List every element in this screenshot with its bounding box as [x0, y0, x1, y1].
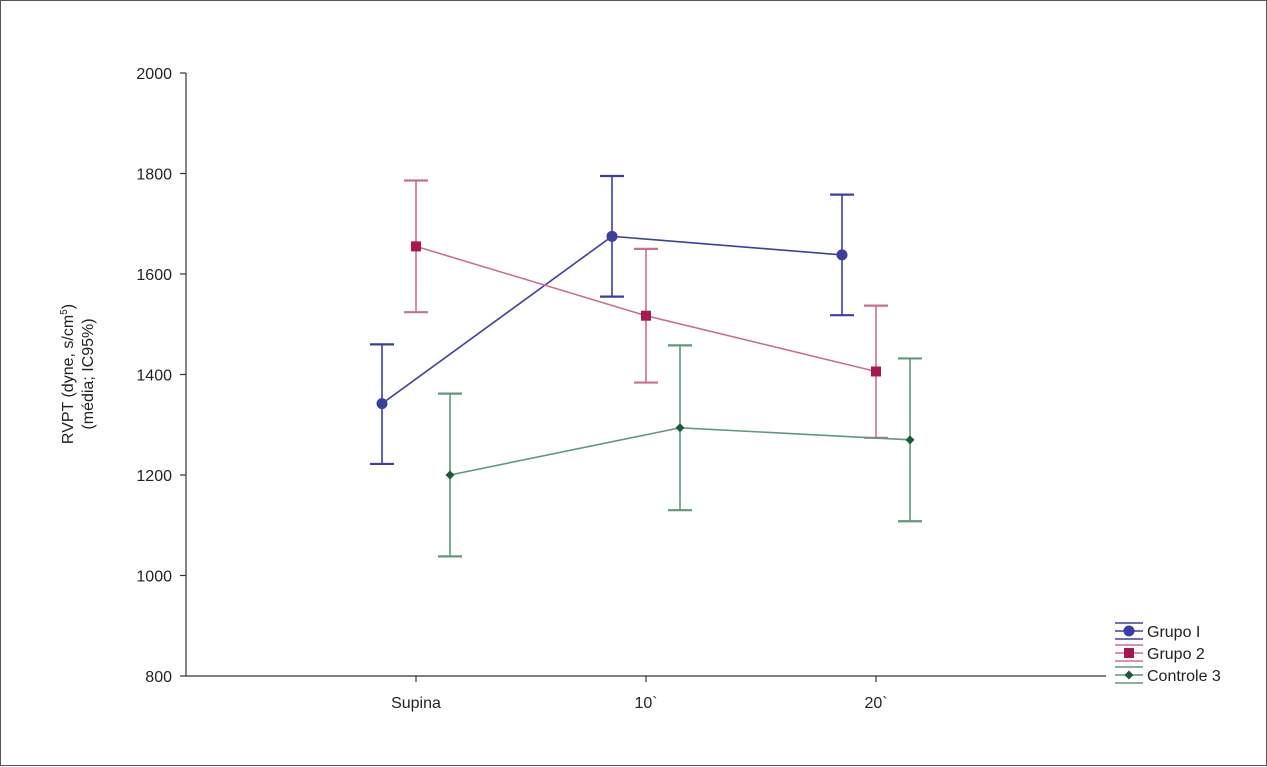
data-point [377, 398, 388, 409]
y-axis-label-line1: RVPT (dyne, s/cm5) [59, 304, 77, 444]
legend-item: Grupo 2 [1115, 645, 1205, 663]
legend-marker [1124, 648, 1134, 658]
data-point [676, 423, 685, 432]
y-tick-label: 1600 [136, 267, 172, 284]
data-point [641, 311, 651, 321]
series-2 [404, 181, 888, 438]
data-point [411, 241, 421, 251]
x-tick-label: 10` [634, 695, 657, 712]
y-tick-label: 1800 [136, 167, 172, 184]
y-tick-label: 2000 [136, 66, 172, 83]
y-tick-label: 1400 [136, 368, 172, 385]
data-point [607, 231, 618, 242]
y-ticks: 800 1000 1200 1400 1600 1800 2000 [136, 66, 186, 686]
series-3 [438, 345, 922, 556]
legend: Grupo I Grupo 2 Controle 3 [1115, 623, 1221, 685]
data-point [906, 435, 915, 444]
data-point [871, 366, 881, 376]
x-tick-label: Supina [391, 695, 441, 712]
legend-label: Grupo 2 [1147, 646, 1205, 663]
x-ticks: Supina 10` 20` [391, 676, 887, 712]
legend-item: Grupo I [1115, 623, 1200, 641]
y-axis-label-line2: (média; IC95%) [80, 318, 97, 429]
data-point [446, 471, 455, 480]
y-tick-label: 800 [145, 669, 172, 686]
legend-item: Controle 3 [1115, 667, 1221, 685]
series-1 [370, 176, 854, 464]
y-axis-label: RVPT (dyne, s/cm5) (média; IC95%) [59, 304, 97, 444]
legend-marker [1124, 626, 1135, 637]
x-tick-label: 20` [864, 695, 887, 712]
legend-label: Grupo I [1147, 624, 1200, 641]
y-tick-label: 1000 [136, 569, 172, 586]
y-tick-label: 1200 [136, 468, 172, 485]
series-layer [370, 176, 922, 556]
data-point [837, 249, 848, 260]
legend-label: Controle 3 [1147, 668, 1221, 685]
legend-marker [1125, 671, 1134, 680]
